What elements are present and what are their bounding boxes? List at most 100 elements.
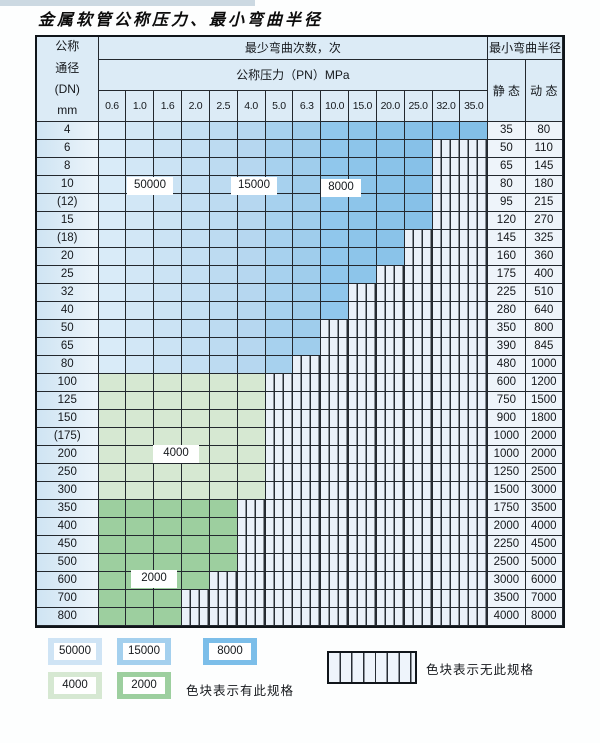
cycle-cell bbox=[293, 284, 322, 302]
cycle-cell bbox=[209, 194, 238, 212]
header-pressure-value: 35.0 bbox=[460, 91, 489, 122]
dn-cell: 400 bbox=[37, 518, 99, 536]
no-spec-cell bbox=[432, 554, 461, 572]
cycle-cell bbox=[126, 518, 155, 536]
no-spec-cell bbox=[460, 230, 489, 248]
no-spec-cell bbox=[349, 518, 377, 536]
no-spec-cell bbox=[209, 572, 238, 590]
dn-cell: 65 bbox=[37, 338, 99, 356]
cycle-cell bbox=[182, 356, 210, 374]
cycle-cell bbox=[98, 518, 127, 536]
cycle-cell bbox=[126, 356, 155, 374]
cycle-cell bbox=[265, 356, 294, 374]
no-spec-cell bbox=[404, 572, 433, 590]
static-radius-cell: 160 bbox=[488, 248, 526, 266]
no-spec-cell bbox=[460, 140, 489, 158]
static-radius-cell: 35 bbox=[488, 122, 526, 140]
no-spec-cell bbox=[349, 608, 377, 626]
no-spec-cell bbox=[460, 176, 489, 194]
no-spec-cell bbox=[460, 266, 489, 284]
no-spec-cell bbox=[460, 428, 489, 446]
cycle-cell bbox=[432, 122, 461, 140]
cycle-cell bbox=[237, 284, 266, 302]
dynamic-radius-cell: 1000 bbox=[525, 356, 563, 374]
cycle-cell bbox=[265, 122, 294, 140]
cycle-cell bbox=[237, 248, 266, 266]
no-spec-cell bbox=[265, 608, 294, 626]
dn-cell: 10 bbox=[37, 176, 99, 194]
no-spec-cell bbox=[293, 500, 322, 518]
static-radius-cell: 225 bbox=[488, 284, 526, 302]
cycle-cell bbox=[126, 482, 155, 500]
no-spec-cell bbox=[404, 428, 433, 446]
dynamic-radius-cell: 640 bbox=[525, 302, 563, 320]
no-spec-cell bbox=[349, 446, 377, 464]
no-spec-cell bbox=[321, 392, 350, 410]
cycle-cell bbox=[182, 500, 210, 518]
cycle-cell bbox=[98, 176, 127, 194]
cycle-cell bbox=[404, 158, 433, 176]
cycle-cell bbox=[154, 230, 182, 248]
cycle-cell bbox=[126, 338, 155, 356]
cycle-cell bbox=[126, 608, 155, 626]
no-spec-cell bbox=[376, 428, 405, 446]
header-pressure-value: 20.0 bbox=[376, 91, 405, 122]
page-title: 金属软管公称压力、最小弯曲半径 bbox=[38, 10, 324, 29]
no-spec-cell bbox=[432, 212, 461, 230]
no-spec-cell bbox=[460, 158, 489, 176]
no-spec-cell bbox=[265, 518, 294, 536]
dn-cell: 25 bbox=[37, 266, 99, 284]
dn-cell: 4 bbox=[37, 122, 99, 140]
cycle-cell bbox=[98, 194, 127, 212]
cycle-cell bbox=[182, 374, 210, 392]
cycle-cell bbox=[237, 464, 266, 482]
no-spec-cell bbox=[432, 482, 461, 500]
no-spec-cell bbox=[182, 608, 210, 626]
dynamic-radius-cell: 80 bbox=[525, 122, 563, 140]
cycle-cell bbox=[376, 230, 405, 248]
dynamic-radius-cell: 8000 bbox=[525, 608, 563, 626]
no-spec-cell bbox=[404, 536, 433, 554]
no-spec-cell bbox=[404, 482, 433, 500]
dn-cell: 250 bbox=[37, 464, 99, 482]
cycle-cell bbox=[293, 320, 322, 338]
cycle-cell bbox=[321, 212, 350, 230]
no-spec-cell bbox=[265, 464, 294, 482]
cycle-cell bbox=[293, 194, 322, 212]
cycle-cell bbox=[209, 212, 238, 230]
cycle-cell bbox=[321, 266, 350, 284]
cycle-cell bbox=[182, 140, 210, 158]
cycle-cell bbox=[154, 482, 182, 500]
no-spec-cell bbox=[321, 482, 350, 500]
cycle-cell bbox=[404, 176, 433, 194]
no-spec-cell bbox=[404, 356, 433, 374]
no-spec-cell bbox=[460, 608, 489, 626]
cycle-cell bbox=[98, 572, 127, 590]
cycle-cell bbox=[293, 212, 322, 230]
no-spec-cell bbox=[293, 428, 322, 446]
no-spec-cell bbox=[265, 554, 294, 572]
cycle-cell bbox=[126, 212, 155, 230]
cycle-cell bbox=[126, 266, 155, 284]
cycle-cell bbox=[209, 248, 238, 266]
dynamic-radius-cell: 2500 bbox=[525, 464, 563, 482]
dynamic-radius-cell: 180 bbox=[525, 176, 563, 194]
no-spec-cell bbox=[432, 392, 461, 410]
cycle-cell bbox=[182, 176, 210, 194]
no-spec-cell bbox=[460, 374, 489, 392]
no-spec-cell bbox=[432, 590, 461, 608]
no-spec-cell bbox=[376, 572, 405, 590]
cycle-cell bbox=[209, 554, 238, 572]
cycle-cell bbox=[237, 302, 266, 320]
no-spec-cell bbox=[404, 320, 433, 338]
static-radius-cell: 120 bbox=[488, 212, 526, 230]
no-spec-cell bbox=[460, 518, 489, 536]
no-spec-cell bbox=[349, 338, 377, 356]
static-radius-cell: 350 bbox=[488, 320, 526, 338]
cycle-cell bbox=[321, 302, 350, 320]
cycle-cell bbox=[126, 302, 155, 320]
cycle-cell bbox=[126, 194, 155, 212]
dynamic-radius-cell: 6000 bbox=[525, 572, 563, 590]
no-spec-cell bbox=[265, 428, 294, 446]
no-spec-cell bbox=[432, 158, 461, 176]
